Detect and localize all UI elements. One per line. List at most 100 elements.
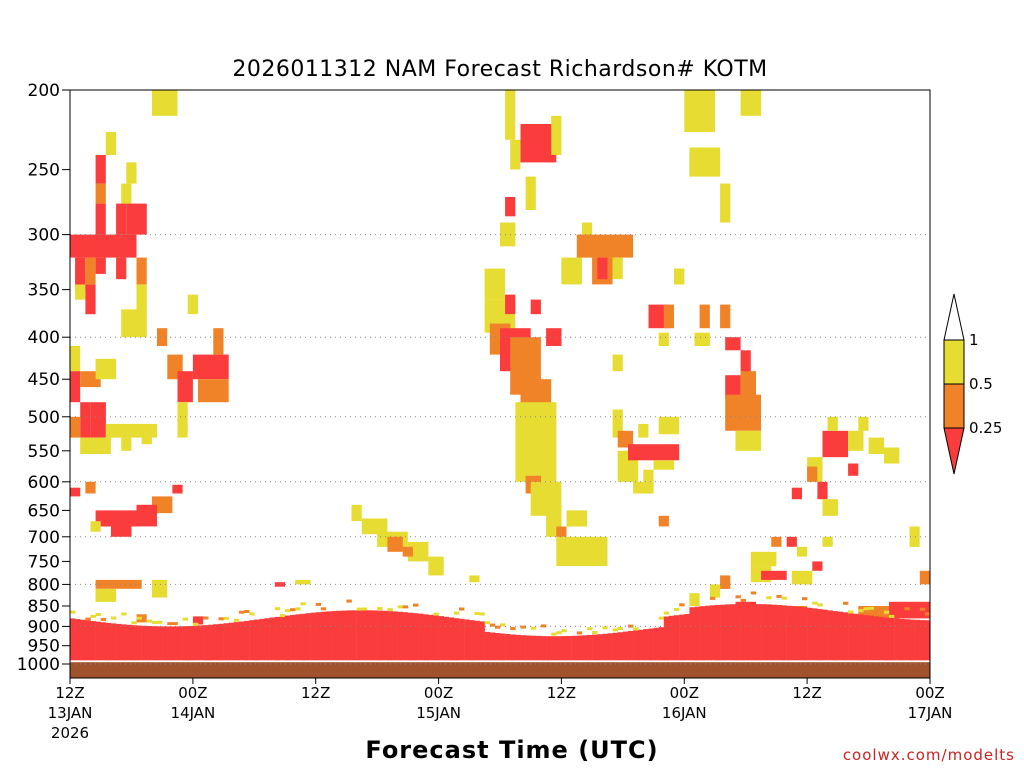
x-tick-label: 16JAN bbox=[662, 704, 707, 722]
heatmap-cell bbox=[500, 222, 516, 247]
heatmap-cell bbox=[157, 328, 168, 346]
heatmap-cell bbox=[612, 354, 623, 372]
boundary-layer-cell bbox=[269, 617, 275, 661]
boundary-layer-speckle bbox=[233, 618, 240, 622]
boundary-layer-cell bbox=[494, 633, 501, 661]
y-tick-label: 400 bbox=[28, 328, 60, 348]
boundary-layer-cell bbox=[336, 610, 342, 661]
heatmap-cell bbox=[827, 416, 838, 431]
heatmap-cell bbox=[111, 526, 132, 537]
gridlines bbox=[70, 234, 930, 665]
boundary-layer-speckle bbox=[679, 603, 685, 607]
y-tick-label: 950 bbox=[28, 637, 60, 657]
boundary-layer-speckle bbox=[587, 627, 593, 631]
boundary-layer-cell bbox=[668, 615, 675, 661]
boundary-layer-speckle bbox=[238, 610, 245, 614]
boundary-layer-cell bbox=[653, 627, 659, 661]
heatmap-cell bbox=[80, 402, 91, 438]
colorbar-legend: 1 0.5 0.25 bbox=[943, 293, 1002, 475]
heatmap-cells bbox=[70, 90, 930, 625]
boundary-layer-cell bbox=[279, 616, 286, 661]
y-tick-label: 850 bbox=[28, 597, 60, 617]
boundary-layer-cell bbox=[203, 625, 209, 661]
boundary-layer-cell bbox=[899, 618, 905, 661]
boundary-layer-cell bbox=[704, 605, 711, 661]
boundary-layer-cell bbox=[136, 625, 142, 661]
boundary-layer-cell bbox=[346, 610, 352, 661]
heatmap-cell bbox=[817, 481, 828, 500]
boundary-layer-cell bbox=[571, 635, 578, 661]
heatmap-cell bbox=[725, 375, 741, 399]
boundary-layer-cell bbox=[858, 614, 864, 661]
boundary-layer-speckle bbox=[90, 614, 96, 618]
boundary-layer-speckle bbox=[290, 608, 296, 612]
heatmap-cell bbox=[151, 496, 173, 514]
boundary-layer-speckle bbox=[285, 609, 291, 612]
x-tick-label: 12Z bbox=[55, 684, 84, 702]
boundary-layer-speckle bbox=[776, 594, 782, 598]
boundary-layer-speckle bbox=[530, 626, 537, 630]
boundary-layer-speckle bbox=[663, 611, 670, 615]
boundary-layer-cell bbox=[423, 614, 429, 661]
heatmap-cell bbox=[136, 257, 147, 285]
heatmap-cell bbox=[70, 346, 81, 372]
boundary-layer-cell bbox=[361, 610, 368, 661]
boundary-layer-cell bbox=[817, 609, 823, 661]
boundary-layer-cell bbox=[310, 612, 316, 661]
boundary-layer-cell bbox=[392, 611, 398, 661]
heatmap-cell bbox=[126, 203, 147, 235]
heatmap-cell bbox=[694, 332, 710, 346]
boundary-layer-cell bbox=[397, 611, 403, 661]
heatmap-cell bbox=[597, 257, 608, 280]
boundary-layer-speckle bbox=[121, 612, 127, 616]
boundary-layer-cell bbox=[167, 626, 173, 661]
boundary-layer-cell bbox=[694, 606, 700, 661]
boundary-layer-cell bbox=[479, 621, 485, 661]
boundary-layer-cell bbox=[679, 614, 685, 661]
boundary-layer-cell bbox=[730, 604, 736, 661]
heatmap-cell bbox=[105, 423, 157, 438]
boundary-layer-cell bbox=[924, 620, 931, 661]
legend-swatch bbox=[943, 383, 965, 429]
x-tick-label: 00Z bbox=[670, 684, 699, 702]
heatmap-cell bbox=[658, 416, 680, 435]
x-tick-label: 2026 bbox=[51, 724, 89, 742]
legend-bottom-arrow bbox=[943, 427, 965, 475]
boundary-layer-cell bbox=[418, 613, 424, 661]
x-tick-label: 00Z bbox=[424, 684, 453, 702]
boundary-layer-speckle bbox=[192, 622, 199, 626]
boundary-layer-speckle bbox=[556, 631, 562, 635]
heatmap-cell bbox=[361, 518, 388, 535]
boundary-layer-speckle bbox=[356, 607, 363, 611]
heatmap-cell bbox=[136, 284, 147, 310]
boundary-layer-speckle bbox=[274, 607, 281, 611]
boundary-layer-cell bbox=[70, 618, 76, 661]
y-tick-label: 250 bbox=[28, 161, 60, 181]
boundary-layer-cell bbox=[218, 623, 224, 661]
heatmap-cell bbox=[725, 394, 761, 431]
boundary-layer-cell bbox=[541, 636, 547, 661]
boundary-layer-cell bbox=[151, 626, 158, 661]
plot-frame bbox=[69, 89, 931, 679]
heatmap-cell bbox=[95, 155, 106, 184]
heatmap-cell bbox=[771, 536, 782, 547]
x-tick-label: 00Z bbox=[178, 684, 207, 702]
heatmap-cell bbox=[658, 515, 669, 527]
x-tick-label: 13JAN bbox=[48, 704, 93, 722]
boundary-layer-cell bbox=[264, 618, 270, 661]
boundary-layer-cell bbox=[663, 616, 670, 661]
boundary-layer-cell bbox=[525, 635, 531, 661]
heatmap-cell bbox=[868, 437, 884, 454]
heatmap-cell bbox=[95, 358, 117, 380]
heatmap-cell bbox=[126, 162, 137, 184]
heatmap-cell bbox=[628, 444, 680, 461]
y-tick-label: 300 bbox=[28, 226, 60, 246]
heatmap-cell bbox=[720, 183, 731, 223]
heatmap-cell bbox=[116, 203, 127, 235]
heatmap-cell bbox=[674, 268, 685, 285]
boundary-layer-cell bbox=[786, 605, 793, 661]
boundary-layer-cell bbox=[433, 615, 439, 661]
boundary-layer-cell bbox=[474, 620, 480, 661]
boundary-layer-speckle bbox=[848, 610, 854, 614]
